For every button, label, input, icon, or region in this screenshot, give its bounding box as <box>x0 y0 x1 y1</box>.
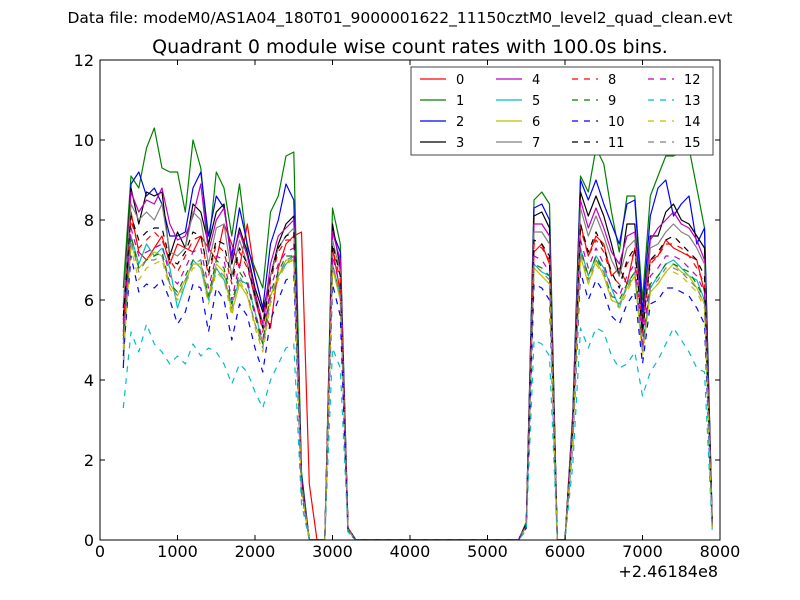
y-tick-label: 8 <box>84 211 94 230</box>
y-tick-label: 0 <box>84 531 94 550</box>
data-file-label: Data file: modeM0/AS1A04_180T01_90000016… <box>67 9 733 27</box>
series-line-11 <box>122 215 713 540</box>
legend-label-13: 13 <box>684 94 701 109</box>
legend-label-10: 10 <box>608 115 625 130</box>
series-line-8 <box>122 219 713 540</box>
series-line-15 <box>122 239 713 540</box>
x-tick-label: 5000 <box>467 542 508 561</box>
y-tick-label: 10 <box>74 131 94 150</box>
legend-label-14: 14 <box>684 115 701 130</box>
series-line-12 <box>122 227 713 540</box>
x-tick-label: 7000 <box>622 542 663 561</box>
y-tick-label: 12 <box>74 51 94 70</box>
series-line-4 <box>122 183 713 540</box>
legend-label-7: 7 <box>532 136 540 151</box>
legend-label-15: 15 <box>684 136 701 151</box>
y-tick-label: 2 <box>84 451 94 470</box>
legend-label-9: 9 <box>608 94 616 109</box>
legend-label-2: 2 <box>456 115 464 130</box>
legend-label-11: 11 <box>608 136 625 151</box>
x-tick-label: 6000 <box>545 542 586 561</box>
x-tick-label: 8000 <box>700 542 741 561</box>
series-line-2 <box>122 171 713 540</box>
legend-label-1: 1 <box>456 94 464 109</box>
x-tick-label: 0 <box>95 542 105 561</box>
legend-label-4: 4 <box>532 73 540 88</box>
legend-label-0: 0 <box>456 73 464 88</box>
x-tick-label: 2000 <box>235 542 276 561</box>
legend-label-12: 12 <box>684 73 701 88</box>
x-tick-label: 1000 <box>157 542 198 561</box>
x-tick-label: 3000 <box>312 542 353 561</box>
y-tick-label: 6 <box>84 291 94 310</box>
chart-title: Quadrant 0 module wise count rates with … <box>152 36 668 58</box>
x-tick-label: 4000 <box>390 542 431 561</box>
y-tick-label: 4 <box>84 371 94 390</box>
legend-label-8: 8 <box>608 73 616 88</box>
series-line-1 <box>122 127 713 540</box>
legend-label-6: 6 <box>532 115 540 130</box>
legend-box <box>410 66 714 156</box>
legend-label-5: 5 <box>532 94 540 109</box>
series-line-7 <box>122 203 713 540</box>
series-line-9 <box>122 235 713 540</box>
x-offset-label: +2.46184e8 <box>618 562 718 581</box>
legend-label-3: 3 <box>456 136 464 151</box>
series-line-13 <box>122 323 713 540</box>
